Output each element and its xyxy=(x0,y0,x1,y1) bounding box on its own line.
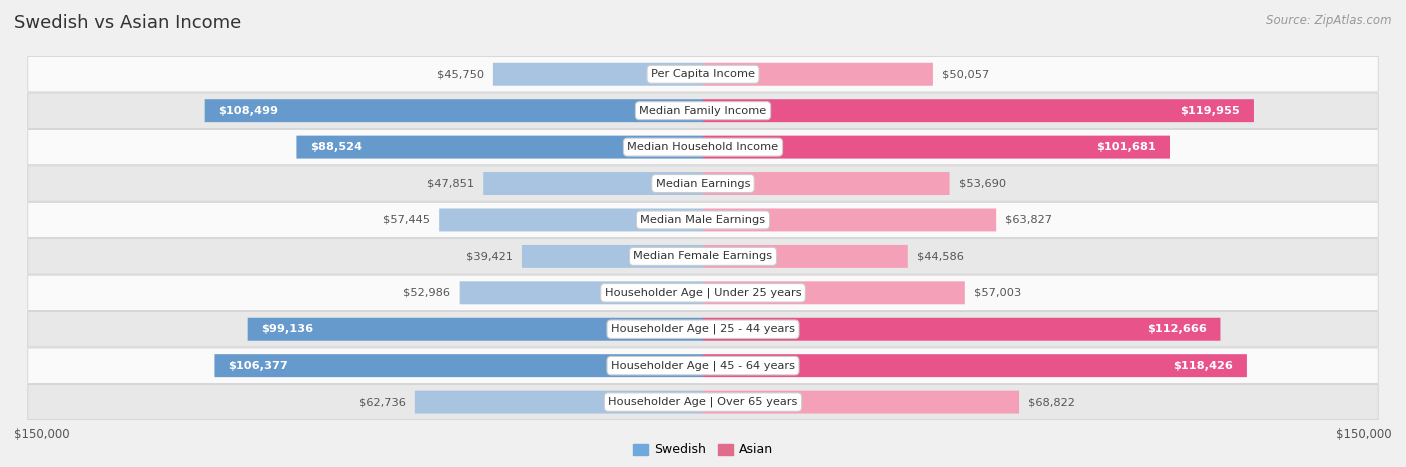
FancyBboxPatch shape xyxy=(439,208,703,232)
FancyBboxPatch shape xyxy=(28,129,1378,165)
Text: $52,986: $52,986 xyxy=(404,288,450,298)
FancyBboxPatch shape xyxy=(247,318,703,341)
Text: Source: ZipAtlas.com: Source: ZipAtlas.com xyxy=(1267,14,1392,27)
Text: $118,426: $118,426 xyxy=(1173,361,1233,371)
Text: Householder Age | 25 - 44 years: Householder Age | 25 - 44 years xyxy=(612,324,794,334)
Text: $39,421: $39,421 xyxy=(465,251,513,262)
Legend: Swedish, Asian: Swedish, Asian xyxy=(627,439,779,461)
FancyBboxPatch shape xyxy=(703,354,1247,377)
FancyBboxPatch shape xyxy=(28,348,1378,383)
FancyBboxPatch shape xyxy=(28,93,1378,128)
Text: $101,681: $101,681 xyxy=(1097,142,1156,152)
Text: Median Male Earnings: Median Male Earnings xyxy=(641,215,765,225)
FancyBboxPatch shape xyxy=(703,318,1220,341)
Text: Householder Age | Under 25 years: Householder Age | Under 25 years xyxy=(605,288,801,298)
FancyBboxPatch shape xyxy=(522,245,703,268)
FancyBboxPatch shape xyxy=(28,311,1378,347)
FancyBboxPatch shape xyxy=(297,135,703,159)
Text: $53,690: $53,690 xyxy=(959,178,1005,189)
Text: $50,057: $50,057 xyxy=(942,69,990,79)
Text: $62,736: $62,736 xyxy=(359,397,406,407)
Text: Swedish vs Asian Income: Swedish vs Asian Income xyxy=(14,14,242,32)
Text: $88,524: $88,524 xyxy=(311,142,363,152)
Text: $44,586: $44,586 xyxy=(917,251,965,262)
FancyBboxPatch shape xyxy=(215,354,703,377)
Text: $63,827: $63,827 xyxy=(1005,215,1052,225)
FancyBboxPatch shape xyxy=(28,239,1378,274)
Text: Householder Age | Over 65 years: Householder Age | Over 65 years xyxy=(609,397,797,407)
Text: Householder Age | 45 - 64 years: Householder Age | 45 - 64 years xyxy=(612,361,794,371)
Text: $99,136: $99,136 xyxy=(262,324,314,334)
FancyBboxPatch shape xyxy=(703,135,1170,159)
Text: Median Earnings: Median Earnings xyxy=(655,178,751,189)
Text: $150,000: $150,000 xyxy=(1336,428,1392,441)
Text: Median Family Income: Median Family Income xyxy=(640,106,766,116)
FancyBboxPatch shape xyxy=(28,202,1378,238)
FancyBboxPatch shape xyxy=(703,390,1019,414)
Text: $57,003: $57,003 xyxy=(974,288,1021,298)
FancyBboxPatch shape xyxy=(28,166,1378,201)
FancyBboxPatch shape xyxy=(28,384,1378,420)
Text: $68,822: $68,822 xyxy=(1028,397,1076,407)
Text: Per Capita Income: Per Capita Income xyxy=(651,69,755,79)
FancyBboxPatch shape xyxy=(703,172,949,195)
Text: Median Household Income: Median Household Income xyxy=(627,142,779,152)
FancyBboxPatch shape xyxy=(415,390,703,414)
Text: Median Female Earnings: Median Female Earnings xyxy=(634,251,772,262)
FancyBboxPatch shape xyxy=(703,281,965,304)
Text: $112,666: $112,666 xyxy=(1147,324,1206,334)
Text: $47,851: $47,851 xyxy=(427,178,474,189)
FancyBboxPatch shape xyxy=(703,99,1254,122)
Text: $45,750: $45,750 xyxy=(436,69,484,79)
Text: $57,445: $57,445 xyxy=(382,215,430,225)
FancyBboxPatch shape xyxy=(703,245,908,268)
FancyBboxPatch shape xyxy=(28,57,1378,92)
FancyBboxPatch shape xyxy=(703,63,934,86)
FancyBboxPatch shape xyxy=(494,63,703,86)
FancyBboxPatch shape xyxy=(28,275,1378,311)
Text: $108,499: $108,499 xyxy=(218,106,278,116)
Text: $106,377: $106,377 xyxy=(228,361,288,371)
Text: $150,000: $150,000 xyxy=(14,428,70,441)
Text: $119,955: $119,955 xyxy=(1181,106,1240,116)
FancyBboxPatch shape xyxy=(460,281,703,304)
FancyBboxPatch shape xyxy=(703,208,997,232)
FancyBboxPatch shape xyxy=(205,99,703,122)
FancyBboxPatch shape xyxy=(484,172,703,195)
